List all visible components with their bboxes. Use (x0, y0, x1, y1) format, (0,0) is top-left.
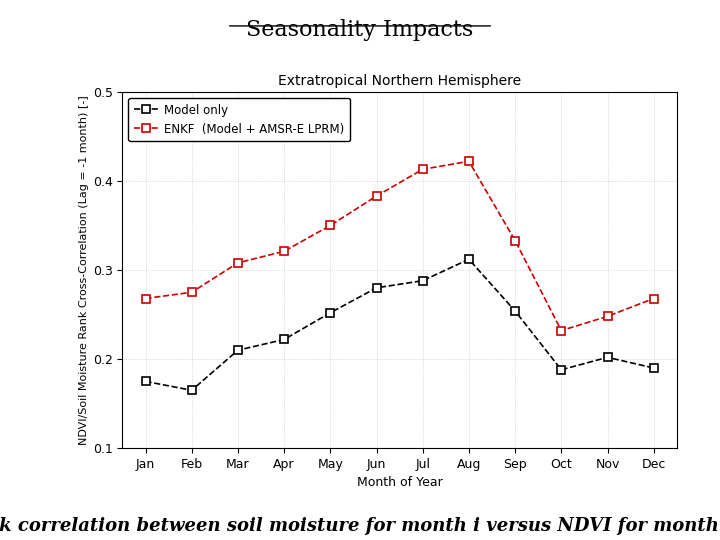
Legend: Model only, ENKF  (Model + AMSR-E LPRM): Model only, ENKF (Model + AMSR-E LPRM) (128, 98, 350, 141)
X-axis label: Month of Year: Month of Year (356, 476, 443, 489)
Text: Rank correlation between soil moisture for month i versus NDVI for month i+1: Rank correlation between soil moisture f… (0, 517, 720, 535)
Title: Extratropical Northern Hemisphere: Extratropical Northern Hemisphere (278, 74, 521, 88)
Y-axis label: NDVI/Soil Moisture Rank Cross-Correlation (Lag = -1 month) [-]: NDVI/Soil Moisture Rank Cross-Correlatio… (78, 95, 89, 445)
Text: Seasonality Impacts: Seasonality Impacts (246, 19, 474, 41)
